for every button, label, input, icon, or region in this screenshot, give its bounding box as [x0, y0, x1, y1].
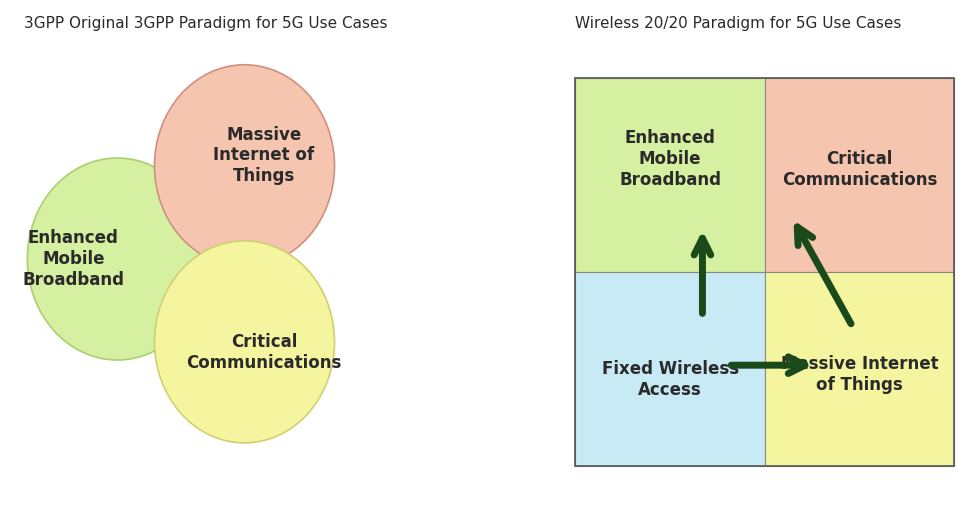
Bar — [574, 78, 764, 272]
Text: Enhanced
Mobile
Broadband: Enhanced Mobile Broadband — [22, 229, 124, 289]
Text: Fixed Wireless
Access: Fixed Wireless Access — [601, 360, 738, 399]
Bar — [764, 272, 953, 466]
Text: Massive
Internet of
Things: Massive Internet of Things — [213, 125, 315, 185]
Text: Wireless 20/20 Paradigm for 5G Use Cases: Wireless 20/20 Paradigm for 5G Use Cases — [574, 16, 901, 31]
Text: Massive Internet
of Things: Massive Internet of Things — [780, 355, 937, 394]
Ellipse shape — [154, 65, 334, 267]
Ellipse shape — [154, 241, 334, 443]
Bar — [574, 272, 764, 466]
Text: Enhanced
Mobile
Broadband: Enhanced Mobile Broadband — [618, 130, 720, 189]
Bar — [574, 78, 953, 466]
Ellipse shape — [27, 158, 207, 360]
Bar — [764, 78, 953, 272]
Text: 3GPP Original 3GPP Paradigm for 5G Use Cases: 3GPP Original 3GPP Paradigm for 5G Use C… — [24, 16, 388, 31]
Text: Critical
Communications: Critical Communications — [187, 333, 341, 371]
Text: Critical
Communications: Critical Communications — [781, 150, 936, 189]
